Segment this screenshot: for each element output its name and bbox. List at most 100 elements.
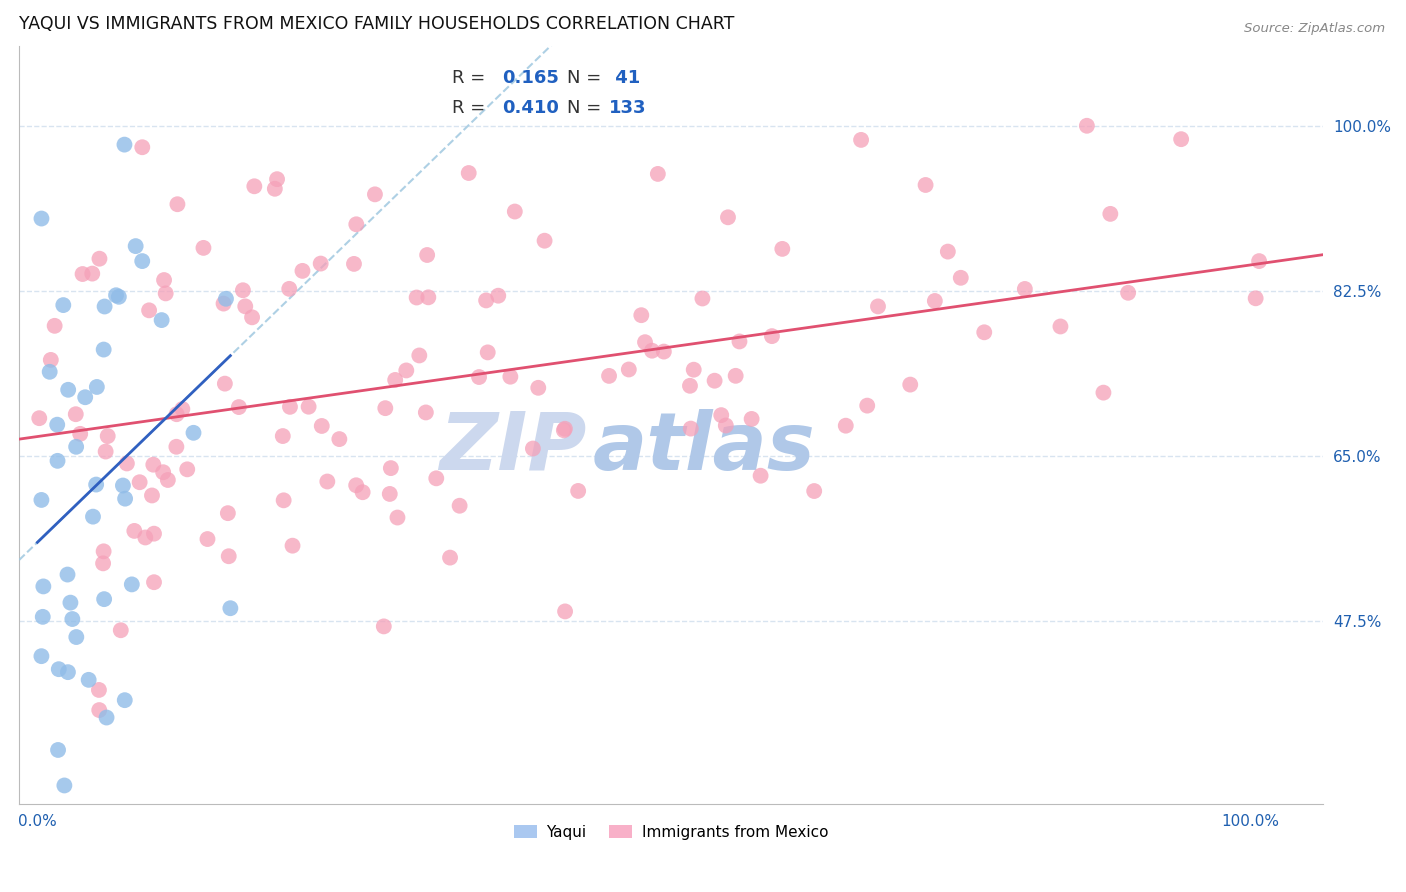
Point [378, 487, 401, 501]
Point [93, 592, 115, 607]
Point [105, 288, 128, 302]
Point [416, 248, 439, 262]
Point [309, 256, 332, 270]
Point [124, 524, 146, 538]
Point [93, 343, 115, 357]
Point [418, 290, 440, 304]
Point [93, 544, 115, 558]
Point [219, 601, 242, 615]
Point [30, 492, 52, 507]
Point [1092, 385, 1115, 400]
Point [271, 429, 294, 443]
Point [94, 444, 117, 458]
Point [108, 290, 131, 304]
Point [38, 365, 60, 379]
Point [115, 457, 138, 471]
Point [374, 401, 396, 416]
Point [48, 662, 70, 676]
Point [243, 179, 266, 194]
Point [86, 380, 108, 394]
Point [59, 596, 82, 610]
Text: atlas: atlas [593, 409, 815, 487]
Point [56, 383, 79, 397]
Point [28, 411, 51, 425]
Point [344, 217, 367, 231]
Point [166, 407, 188, 421]
Point [936, 244, 959, 259]
Point [263, 182, 285, 196]
Point [273, 493, 295, 508]
Point [387, 510, 409, 524]
Point [1076, 119, 1098, 133]
Point [703, 374, 725, 388]
Point [352, 485, 374, 500]
Point [647, 167, 669, 181]
Point [449, 499, 471, 513]
Point [553, 423, 575, 437]
Point [156, 473, 179, 487]
Text: Source: ZipAtlas.com: Source: ZipAtlas.com [1244, 22, 1385, 36]
Point [973, 326, 995, 340]
Point [65, 440, 87, 454]
Point [65, 407, 87, 421]
Point [52, 298, 75, 312]
Point [93, 300, 115, 314]
Point [75, 390, 97, 404]
Point [710, 408, 733, 422]
Point [457, 166, 479, 180]
Point [56, 567, 79, 582]
Point [183, 425, 205, 440]
Point [65, 630, 87, 644]
Point [724, 368, 747, 383]
Point [749, 468, 772, 483]
Point [803, 483, 825, 498]
Point [477, 345, 499, 359]
Point [408, 348, 430, 362]
Point [166, 197, 188, 211]
Point [291, 264, 314, 278]
Point [533, 234, 555, 248]
Point [316, 475, 339, 489]
Text: 0.165: 0.165 [502, 69, 558, 87]
Point [770, 242, 793, 256]
Point [69, 426, 91, 441]
Point [266, 172, 288, 186]
Point [617, 362, 640, 376]
Point [527, 381, 550, 395]
Point [30, 211, 52, 226]
Point [311, 419, 333, 434]
Point [717, 211, 740, 225]
Point [218, 549, 240, 564]
Point [155, 286, 177, 301]
Point [53, 779, 76, 793]
Point [240, 310, 263, 325]
Point [278, 400, 301, 414]
Point [343, 257, 366, 271]
Point [39, 352, 62, 367]
Point [554, 422, 576, 436]
Point [924, 293, 946, 308]
Point [193, 241, 215, 255]
Point [82, 267, 104, 281]
Text: 133: 133 [609, 99, 647, 117]
Point [682, 362, 704, 376]
Point [297, 400, 319, 414]
Point [761, 329, 783, 343]
Text: N =: N = [567, 99, 607, 117]
Point [380, 461, 402, 475]
Point [522, 442, 544, 456]
Point [217, 506, 239, 520]
Point [31, 610, 53, 624]
Point [1249, 254, 1271, 268]
Point [124, 239, 146, 253]
Point [634, 335, 657, 350]
Point [143, 575, 166, 590]
Point [415, 405, 437, 419]
Point [46, 743, 69, 757]
Text: 41: 41 [609, 69, 640, 87]
Point [503, 204, 526, 219]
Point [1049, 319, 1071, 334]
Point [60, 612, 83, 626]
Point [82, 509, 104, 524]
Text: R =: R = [453, 99, 491, 117]
